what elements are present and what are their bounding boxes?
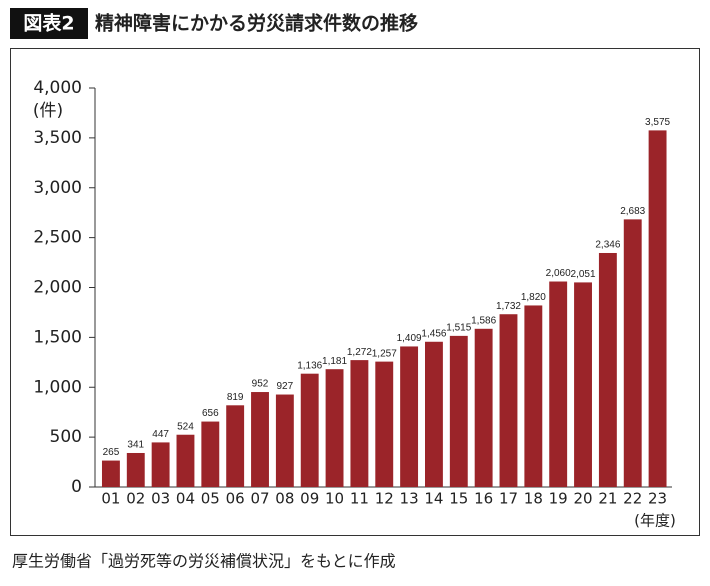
value-label: 1,456	[421, 328, 446, 339]
x-tick-label: 11	[350, 490, 369, 508]
bar	[151, 442, 170, 487]
value-label: 952	[252, 379, 269, 390]
bar	[449, 335, 468, 487]
x-tick-label: 07	[250, 490, 269, 508]
y-tick-label: 0	[71, 477, 82, 497]
x-tick-label: 08	[275, 490, 294, 508]
value-label: 2,346	[595, 240, 620, 251]
bar	[598, 252, 617, 487]
bar	[474, 328, 493, 487]
bar	[126, 452, 145, 487]
chart-title: 精神障害にかかる労災請求件数の推移	[95, 12, 418, 35]
value-label: 265	[103, 447, 120, 458]
bar	[176, 434, 195, 487]
source: 厚生労働省「過労死等の労災補償状況」をもとに作成	[12, 552, 396, 571]
y-tick-label: 1,000	[33, 377, 82, 397]
bar	[350, 360, 369, 487]
value-label: 2,060	[546, 268, 571, 279]
bar	[375, 361, 394, 487]
x-tick-label: 21	[598, 490, 617, 508]
value-label: 927	[277, 381, 294, 392]
x-tick-label: 17	[499, 490, 518, 508]
x-tick-label: 19	[549, 490, 568, 508]
bar	[524, 305, 543, 487]
bar	[226, 405, 245, 487]
x-tick-label: 16	[474, 490, 493, 508]
bar	[201, 421, 220, 487]
x-tick-label: 18	[524, 490, 543, 508]
bar	[549, 281, 568, 487]
bar	[425, 341, 443, 487]
value-label: 1,409	[397, 333, 422, 344]
x-tick-label: 13	[400, 490, 419, 508]
value-label: 1,272	[347, 347, 372, 358]
bar	[325, 369, 344, 487]
badge: 図表2	[23, 12, 74, 35]
y-tick-label: 3,500	[33, 128, 82, 148]
y-unit: (件)	[33, 101, 63, 121]
value-label: 3,575	[645, 117, 670, 128]
x-tick-label: 06	[226, 490, 245, 508]
x-tick-label: 23	[648, 490, 667, 508]
x-tick-label: 14	[424, 490, 443, 508]
x-tick-label: 05	[201, 490, 220, 508]
y-tick-label: 3,000	[33, 178, 82, 198]
bar	[275, 394, 294, 487]
bar	[101, 460, 120, 487]
y-tick-label: 500	[50, 427, 82, 447]
x-tick-label: 12	[375, 490, 394, 508]
value-label: 1,820	[521, 292, 546, 303]
frame	[10, 48, 700, 536]
value-label: 1,732	[496, 301, 521, 312]
value-label: 2,051	[571, 269, 596, 280]
x-tick-label: 09	[300, 490, 319, 508]
x-unit: (年度)	[634, 512, 676, 530]
value-label: 819	[227, 392, 244, 403]
bar	[400, 346, 419, 487]
bar	[499, 314, 518, 487]
value-label: 2,683	[620, 206, 645, 217]
value-label: 1,515	[446, 323, 471, 334]
x-tick-label: 15	[449, 490, 468, 508]
y-tick-label: 1,500	[33, 327, 82, 347]
bar	[251, 392, 269, 487]
x-tick-label: 02	[126, 490, 145, 508]
value-label: 447	[152, 429, 169, 440]
value-label: 1,257	[372, 348, 397, 359]
x-tick-label: 22	[623, 490, 642, 508]
value-label: 1,181	[322, 356, 347, 367]
value-label: 656	[202, 408, 219, 419]
x-tick-label: 01	[101, 490, 120, 508]
x-tick-label: 20	[573, 490, 592, 508]
value-label: 1,586	[471, 315, 496, 326]
bar	[648, 130, 667, 488]
value-label: 524	[177, 421, 194, 432]
x-tick-label: 04	[176, 490, 195, 508]
y-tick-label: 2,500	[33, 228, 82, 248]
bar	[300, 373, 319, 487]
value-label: 341	[127, 440, 144, 451]
x-tick-label: 10	[325, 490, 344, 508]
x-tick-label: 03	[151, 490, 170, 508]
badge-bg	[10, 8, 88, 39]
bar	[623, 219, 642, 488]
value-label: 1,136	[297, 360, 322, 371]
bar	[574, 282, 592, 487]
y-tick-label: 2,000	[33, 278, 82, 298]
y-tick-label: 4,000	[33, 78, 82, 98]
